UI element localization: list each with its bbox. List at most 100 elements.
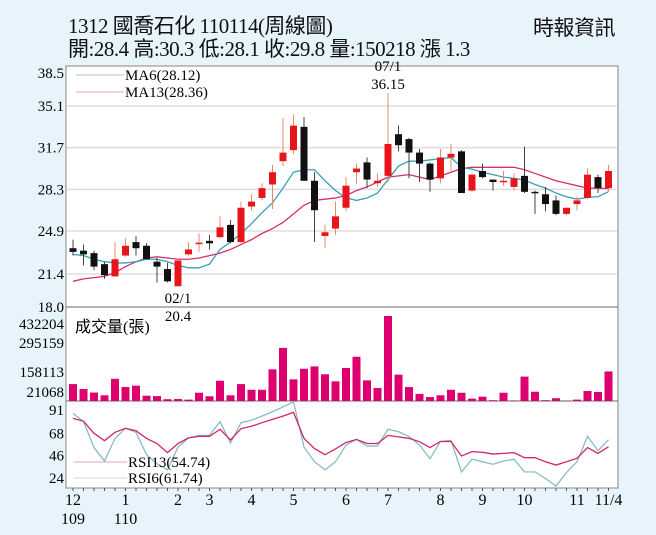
x-month-label: 2 (174, 492, 182, 509)
candle-up (111, 259, 119, 277)
volume-bar (258, 389, 266, 401)
volume-bar (384, 316, 392, 401)
volume-bar (436, 395, 445, 401)
volume-bar (363, 380, 371, 401)
candle-down (458, 151, 465, 194)
price-tick-label: 21.4 (38, 267, 65, 283)
x-month-label: 7 (384, 492, 392, 509)
rsi-tick-label: 91 (49, 403, 64, 419)
candle-down (90, 253, 98, 267)
candle-up (500, 180, 507, 183)
x-month-label: 6 (342, 492, 350, 509)
high-annotation-date: 07/1 (375, 59, 402, 75)
candle-up (195, 242, 203, 245)
volume-bar (174, 399, 182, 401)
x-year-label: 109 (61, 511, 85, 528)
candle-down (300, 126, 308, 181)
candle-down (489, 179, 497, 183)
volume-bar (121, 387, 130, 401)
x-year-label: 110 (114, 511, 137, 528)
volume-bar (279, 347, 287, 401)
volume-bar (205, 396, 214, 401)
volume-bar (468, 398, 476, 401)
candle-down (143, 245, 150, 260)
price-tick-label: 35.1 (38, 99, 64, 115)
volume-bar (342, 367, 350, 401)
x-month-label: 4 (248, 492, 256, 509)
x-month-label: 3 (206, 492, 214, 509)
candle-up (468, 174, 476, 191)
candle-up (216, 227, 224, 238)
legend-rsi13: RSI13(54.74) (128, 455, 210, 471)
candle-up (248, 201, 255, 207)
candle-down (206, 240, 213, 244)
volume-bar (583, 390, 592, 401)
candle-down (132, 242, 140, 249)
candle-down (594, 177, 602, 189)
volume-bar (184, 399, 193, 401)
price-tick-label: 18.0 (38, 300, 64, 316)
volume-bar (541, 400, 550, 401)
volume-bar (594, 391, 602, 401)
volume-bar (352, 356, 361, 401)
volume-bar (163, 399, 172, 401)
candle-down (542, 194, 549, 205)
rsi-tick-label: 46 (49, 449, 65, 465)
low-annotation-date: 02/1 (165, 291, 192, 307)
x-month-label: 11 (569, 492, 584, 509)
candle-down (531, 191, 539, 194)
candle-up (174, 260, 182, 287)
volume-bar (331, 381, 340, 401)
candle-up (353, 168, 360, 173)
legend-ma6: MA6(28.12) (125, 68, 200, 84)
candle-down (153, 261, 161, 267)
volume-bar (216, 380, 224, 401)
candle-up (563, 207, 570, 214)
candle-down (416, 152, 423, 164)
candle-up (342, 185, 350, 208)
rsi-tick-label: 68 (49, 426, 64, 442)
volume-bar (426, 397, 434, 401)
volume-bar (226, 395, 235, 401)
volume-bar (300, 368, 308, 401)
candle-up (584, 174, 591, 198)
candle-up (332, 216, 339, 229)
candle-up (279, 152, 287, 162)
volume-bar (132, 385, 140, 401)
price-tick-label: 24.9 (38, 224, 64, 240)
volume-bar (520, 376, 529, 401)
volume-bar (100, 395, 109, 401)
x-month-label: 9 (479, 492, 487, 509)
candle-down (164, 269, 171, 282)
volume-bar (321, 374, 329, 401)
volume-tick-label: 432204 (19, 317, 65, 333)
volume-bar (310, 366, 319, 401)
x-month-label: 8 (437, 492, 445, 509)
candle-down (69, 248, 77, 252)
volume-bar (457, 392, 466, 401)
ma6-line (72, 156, 609, 269)
rsi13-line (72, 411, 609, 466)
ma13-line (72, 166, 609, 282)
volume-bar (573, 399, 581, 401)
candle-up (237, 207, 245, 243)
volume-tick-label: 158113 (20, 365, 64, 381)
volume-bar (268, 369, 277, 401)
candle-up (185, 249, 192, 255)
price-tick-label: 28.3 (38, 182, 64, 198)
volume-bar (247, 389, 256, 401)
volume-tick-label: 21068 (27, 385, 65, 401)
volume-bar (195, 392, 203, 401)
candle-up (269, 172, 276, 185)
volume-bar (415, 393, 424, 401)
volume-bar (289, 379, 298, 401)
volume-bar (405, 387, 413, 401)
candle-up (437, 157, 444, 179)
candle-down (101, 264, 108, 276)
candle-down (479, 170, 486, 178)
high-annotation-value: 36.15 (371, 77, 405, 93)
legend-ma13: MA13(28.36) (125, 85, 208, 101)
candle-up (122, 245, 129, 256)
